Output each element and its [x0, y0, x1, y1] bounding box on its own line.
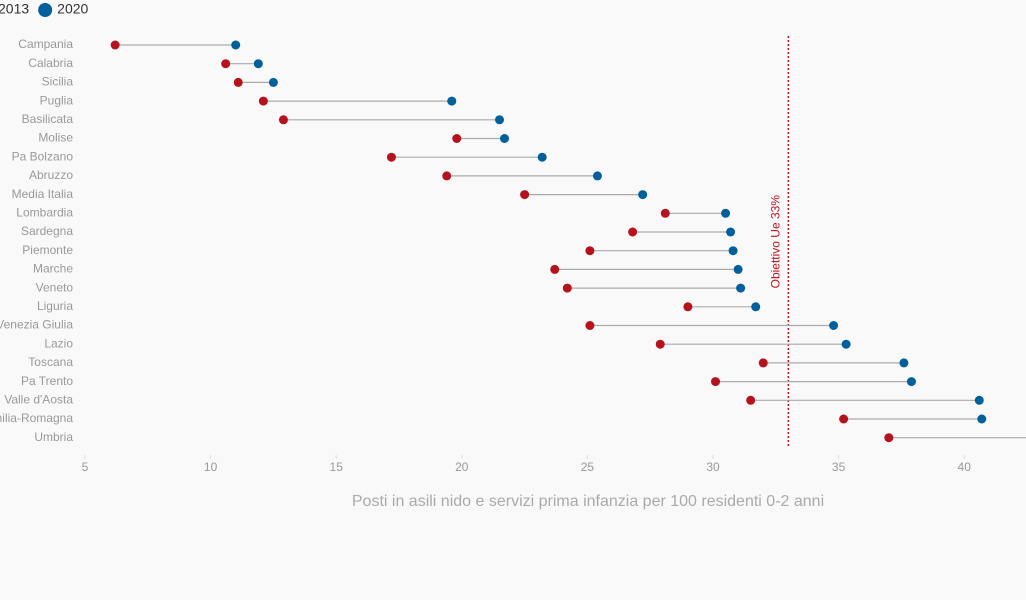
dot — [268, 77, 278, 87]
dot — [520, 190, 530, 200]
y-tick-label: Valle d'Aosta — [4, 392, 73, 406]
dot — [233, 77, 243, 87]
y-tick-label: Emilia-Romagna — [0, 411, 73, 425]
y-tick-label: Marche — [33, 262, 73, 276]
dot — [726, 227, 736, 237]
dot — [751, 302, 761, 312]
dot — [278, 115, 288, 125]
y-tick-label: Abruzzo — [29, 168, 73, 182]
dot — [683, 302, 693, 312]
y-tick-label: Friuli Venezia Giulia — [0, 318, 73, 332]
dot — [253, 59, 263, 69]
dot — [899, 358, 909, 368]
y-tick-label: Veneto — [36, 280, 74, 294]
dot — [550, 264, 560, 274]
dot — [884, 433, 894, 443]
x-axis-label: Posti in asili nido e servizi prima infa… — [352, 493, 824, 510]
x-tick-label: 5 — [82, 460, 89, 474]
dot — [447, 96, 457, 106]
x-tick-label: 20 — [455, 460, 469, 474]
dot — [758, 358, 768, 368]
legend-label: 2020 — [57, 1, 88, 17]
dot — [585, 246, 595, 256]
dot — [655, 339, 665, 349]
dot — [977, 414, 987, 424]
y-tick-label: Basilicata — [22, 112, 74, 126]
dot — [500, 134, 510, 143]
dot — [839, 414, 849, 424]
dot — [721, 208, 731, 218]
dot — [585, 321, 595, 330]
y-tick-label: Media Italia — [12, 187, 74, 201]
dot — [728, 246, 738, 256]
x-tick-label: 15 — [330, 460, 344, 474]
x-tick-label: 25 — [581, 460, 595, 474]
y-tick-label: Liguria — [37, 299, 73, 313]
dot — [442, 171, 452, 181]
dot — [638, 190, 648, 200]
dot — [746, 395, 756, 405]
dot — [562, 283, 572, 293]
y-tick-label: Lazio — [44, 336, 73, 350]
x-tick-label: 10 — [204, 460, 218, 474]
y-tick-label: Umbria — [34, 430, 73, 444]
y-tick-label: Calabria — [28, 56, 73, 70]
dot — [221, 59, 231, 69]
dot — [258, 96, 268, 106]
dot — [452, 134, 462, 143]
dot — [841, 339, 851, 349]
y-tick-label: Puglia — [40, 93, 74, 107]
legend-label: 2013 — [0, 1, 29, 17]
x-tick-label: 30 — [706, 460, 720, 474]
dot — [829, 321, 839, 330]
plot-area — [110, 40, 1026, 443]
dot — [711, 377, 721, 387]
dot — [736, 283, 746, 293]
x-tick-label: 40 — [958, 460, 972, 474]
y-tick-label: Campania — [18, 37, 73, 51]
y-tick-label: Piemonte — [22, 243, 73, 257]
dot — [974, 395, 984, 405]
dot — [537, 152, 547, 162]
y-tick-label: Lombardia — [16, 205, 73, 219]
dot — [231, 40, 241, 50]
dot — [906, 377, 916, 387]
x-tick-label: 35 — [832, 460, 846, 474]
y-tick-label: Pa Bolzano — [12, 149, 74, 163]
y-tick-label: Molise — [38, 131, 73, 145]
dot — [386, 152, 396, 162]
dot — [733, 264, 743, 274]
reference-label: Obiettivo Ue 33% — [769, 195, 783, 289]
dot — [494, 115, 504, 125]
dot — [628, 227, 638, 237]
dot — [660, 208, 670, 218]
dot — [592, 171, 602, 181]
y-tick-label: Toscana — [28, 355, 73, 369]
y-tick-label: Sardegna — [21, 224, 73, 238]
dot — [110, 40, 120, 50]
y-tick-label: Sicilia — [42, 75, 74, 89]
y-tick-label: Pa Trento — [21, 374, 73, 388]
legend-swatch — [38, 3, 53, 17]
